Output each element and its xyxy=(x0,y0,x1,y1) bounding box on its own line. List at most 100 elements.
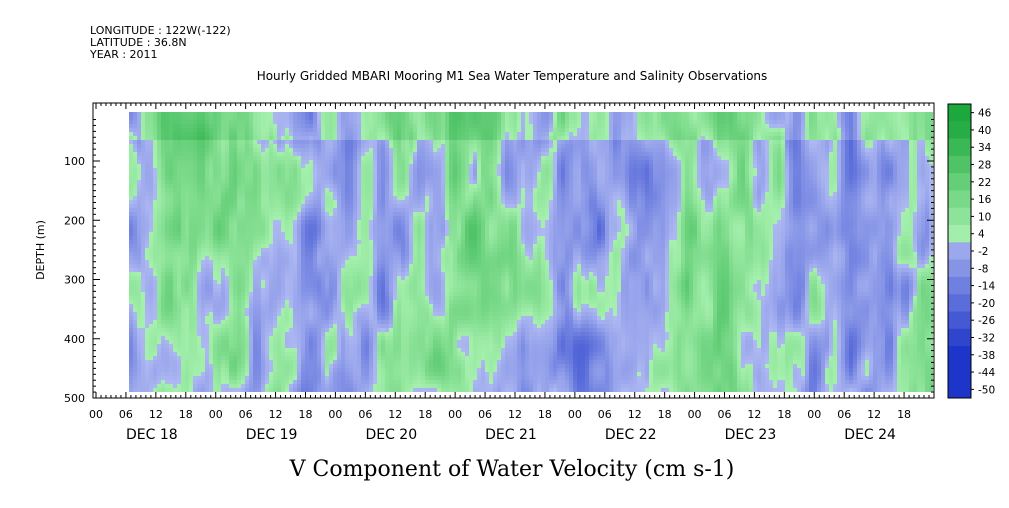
heatmap-cell xyxy=(241,232,245,236)
heatmap-cell xyxy=(181,160,185,164)
heatmap-cell xyxy=(305,160,309,164)
heatmap-cell xyxy=(321,156,325,160)
heatmap-cell xyxy=(261,364,265,368)
heatmap-cell xyxy=(377,188,381,192)
heatmap-cell xyxy=(133,320,137,324)
heatmap-cell xyxy=(345,248,349,252)
heatmap-cell xyxy=(321,320,325,324)
heatmap-cell xyxy=(337,216,341,220)
heatmap-cell xyxy=(165,152,169,156)
heatmap-cell xyxy=(209,292,213,296)
heatmap-cell xyxy=(369,208,373,212)
heatmap-cell xyxy=(253,272,257,276)
heatmap-cell xyxy=(301,200,305,204)
heatmap-cell xyxy=(289,388,293,392)
heatmap-cell xyxy=(273,364,277,368)
heatmap-cell xyxy=(245,332,249,336)
heatmap-cell xyxy=(317,344,321,348)
heatmap-cell xyxy=(353,212,357,216)
heatmap-cell xyxy=(185,132,189,136)
heatmap-cell xyxy=(333,212,337,216)
heatmap-cell xyxy=(337,212,341,216)
heatmap-cell xyxy=(277,296,281,300)
heatmap-cell xyxy=(301,224,305,228)
heatmap-cell xyxy=(317,132,321,136)
heatmap-cell xyxy=(217,372,221,376)
heatmap-cell xyxy=(377,320,381,324)
heatmap-cell xyxy=(409,332,413,336)
heatmap-cell xyxy=(389,272,393,276)
heatmap-cell xyxy=(221,332,225,336)
heatmap-cell xyxy=(261,388,265,392)
heatmap-cell xyxy=(177,288,181,292)
heatmap-cell xyxy=(301,140,305,144)
heatmap-cell xyxy=(321,136,325,140)
heatmap-cell xyxy=(345,272,349,276)
heatmap-cell xyxy=(241,244,245,248)
heatmap-cell xyxy=(129,252,133,256)
heatmap-cell xyxy=(409,340,413,344)
heatmap-cell xyxy=(361,352,365,356)
heatmap-cell xyxy=(201,364,205,368)
heatmap-cell xyxy=(345,300,349,304)
heatmap-cell xyxy=(157,212,161,216)
heatmap-cell xyxy=(365,156,369,160)
heatmap-cell xyxy=(349,216,353,220)
heatmap-cell xyxy=(217,280,221,284)
heatmap-cell xyxy=(249,120,253,124)
heatmap-cell xyxy=(393,172,397,176)
heatmap-cell xyxy=(173,252,177,256)
heatmap-cell xyxy=(345,312,349,316)
heatmap-cell xyxy=(185,168,189,172)
heatmap-cell xyxy=(189,296,193,300)
heatmap-cell xyxy=(345,328,349,332)
heatmap-cell xyxy=(153,116,157,120)
heatmap-cell xyxy=(173,292,177,296)
heatmap-cell xyxy=(225,308,229,312)
heatmap-cell xyxy=(401,368,405,372)
heatmap-cell xyxy=(181,324,185,328)
heatmap-cell xyxy=(369,168,373,172)
heatmap-cell xyxy=(205,384,209,388)
heatmap-cell xyxy=(333,240,337,244)
heatmap-cell xyxy=(165,144,169,148)
heatmap-cell xyxy=(161,228,165,232)
heatmap-cell xyxy=(309,200,313,204)
heatmap-cell xyxy=(317,320,321,324)
heatmap-cell xyxy=(305,156,309,160)
heatmap-cell xyxy=(133,288,137,292)
heatmap-cell xyxy=(393,180,397,184)
heatmap-cell xyxy=(321,356,325,360)
heatmap-cell xyxy=(141,244,145,248)
heatmap-cell xyxy=(389,344,393,348)
heatmap-cell xyxy=(133,252,137,256)
heatmap-cell xyxy=(209,232,213,236)
heatmap-cell xyxy=(213,284,217,288)
heatmap-cell xyxy=(225,336,229,340)
heatmap-cell xyxy=(337,284,341,288)
heatmap-cell xyxy=(353,320,357,324)
heatmap-cell xyxy=(277,152,281,156)
heatmap-cell xyxy=(265,180,269,184)
heatmap-cell xyxy=(165,288,169,292)
heatmap-cell xyxy=(321,288,325,292)
heatmap-cell xyxy=(373,184,377,188)
heatmap-cell xyxy=(213,220,217,224)
heatmap-cell xyxy=(377,256,381,260)
heatmap-cell xyxy=(193,288,197,292)
heatmap-cell xyxy=(369,116,373,120)
heatmap-cell xyxy=(181,240,185,244)
heatmap-cell xyxy=(281,356,285,360)
heatmap-cell xyxy=(301,172,305,176)
heatmap-cell xyxy=(233,164,237,168)
heatmap-cell xyxy=(373,312,377,316)
heatmap-cell xyxy=(269,228,273,232)
heatmap-cell xyxy=(261,204,265,208)
heatmap-cell xyxy=(173,140,177,144)
heatmap-cell xyxy=(381,240,385,244)
heatmap-cell xyxy=(229,188,233,192)
heatmap-cell xyxy=(305,244,309,248)
heatmap-cell xyxy=(333,384,337,388)
heatmap-cell xyxy=(157,228,161,232)
heatmap-cell xyxy=(289,304,293,308)
